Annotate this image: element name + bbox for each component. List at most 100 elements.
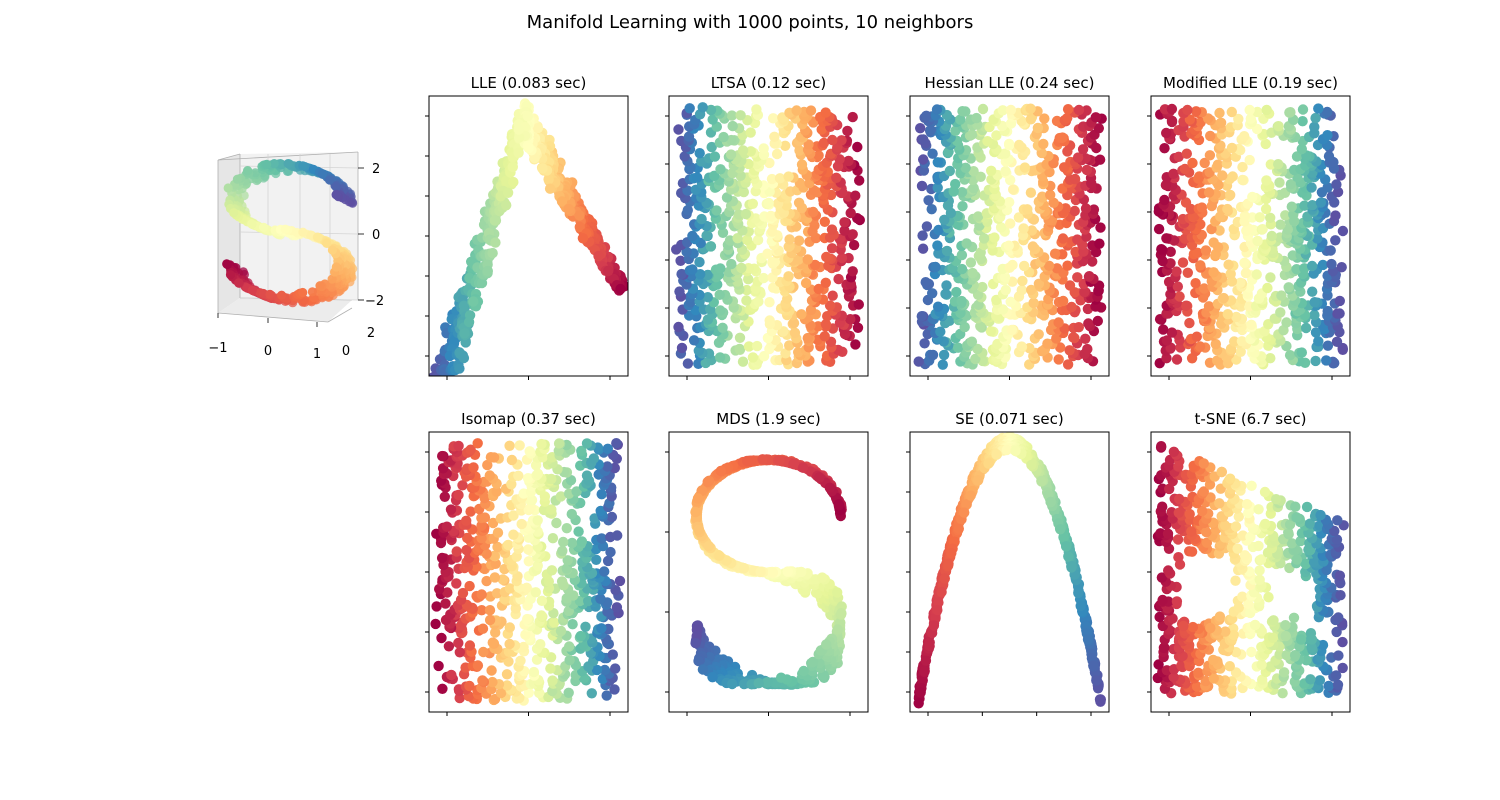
scatter-point [439,399,449,409]
scatter-point [820,107,831,118]
scatter-point [317,169,328,179]
scatter-point [451,578,462,589]
scatter-point [1285,179,1297,190]
scatter-point [1246,319,1257,330]
scatter-point [1032,122,1044,134]
scatter-point [440,377,450,387]
scatter-point [702,292,713,303]
scatter-point [1168,168,1179,179]
scatter-point [839,225,850,236]
scatter-point [916,180,928,192]
scatter-point [832,624,843,635]
scatter-point [567,619,578,630]
scatter-point [576,445,587,457]
scatter-point [476,277,488,289]
scatter-point [545,663,556,674]
scatter-point [1273,121,1284,132]
scatter-point [991,130,1002,141]
scatter-point [612,530,623,541]
scatter-point [1003,240,1014,251]
scatter-point [676,268,687,280]
scatter-point [536,438,547,450]
scatter-point [1160,179,1172,191]
scatter-point [706,141,717,153]
se-panel: SE (0.071 sec) [906,410,1110,716]
scatter-point [941,245,953,257]
scatter-point [1321,355,1332,366]
scatter-point [944,165,955,177]
scatter-point [726,110,738,121]
scatter-point [521,582,532,593]
scatter-point [486,665,497,676]
scatter-point [1229,336,1240,347]
z-tick-label: 2 [372,162,380,177]
scatter-point [702,476,713,488]
scatter-point [490,558,501,569]
scatter-point [1192,247,1203,258]
scatter-point [747,198,758,209]
scatter-point [1072,152,1084,163]
scatter-point [1273,159,1284,170]
scatter-point [1069,205,1080,217]
scatter-point [715,305,726,316]
scatter-point [432,422,442,432]
scatter-point [995,222,1007,233]
scatter-point [492,541,503,553]
scatter-point [435,399,445,409]
scatter-point [818,137,830,149]
axes-3d-edge [217,151,359,161]
scatter-point [1051,263,1063,274]
scatter-point [999,272,1011,283]
scatter-point [789,327,801,338]
axes-3d-edge [327,307,353,323]
scatter-point [765,210,776,222]
scatter-point [717,322,728,333]
scatter-point [755,566,766,578]
scatter-point [476,589,487,600]
scatter-point [477,675,488,686]
scatter-point [1190,278,1201,289]
scatter-point [938,349,950,361]
scatter-point [932,240,943,251]
scatter-point [1018,260,1030,272]
scatter-point [523,556,534,567]
scatter-point [1073,104,1085,116]
scatter-point [1000,284,1011,296]
scatter-point [536,610,547,621]
scatter-point [611,602,623,613]
scatter-point [1299,200,1310,211]
z-tick-label: 0 [372,228,380,243]
scatter-point [514,440,525,451]
scatter-point [923,195,934,206]
scatter-point [243,166,253,176]
scatter-point [1313,103,1324,114]
scatter-point [1260,138,1271,150]
scatter-point [833,273,844,285]
scatter-point [520,629,531,640]
scatter-point [544,183,556,194]
scatter-point [487,247,498,259]
scatter-point [565,475,577,486]
scatter-point [956,249,968,261]
scatter-point [1313,336,1324,347]
scatter-point [472,438,483,449]
scatter-point [827,290,838,301]
scatter-point [690,506,701,518]
scatter-point [715,164,726,175]
scatter-point [745,146,756,157]
scatter-point [603,265,614,277]
scatter-point [925,124,936,136]
scatter-point [927,349,939,361]
scatter-point [436,426,446,436]
scatter-point [1166,327,1178,338]
scatter-point [1195,219,1206,230]
hessian-lle-panel: Hessian LLE (0.24 sec) [906,74,1110,380]
scatter-point [453,637,464,649]
scatter-point [442,386,452,396]
scatter-point [581,470,593,481]
y-tick-label: 0 [342,344,350,359]
scatter-point [1073,322,1085,333]
scatter-point [1005,296,1016,307]
scatter-point [476,520,487,531]
scatter-point [697,102,708,113]
